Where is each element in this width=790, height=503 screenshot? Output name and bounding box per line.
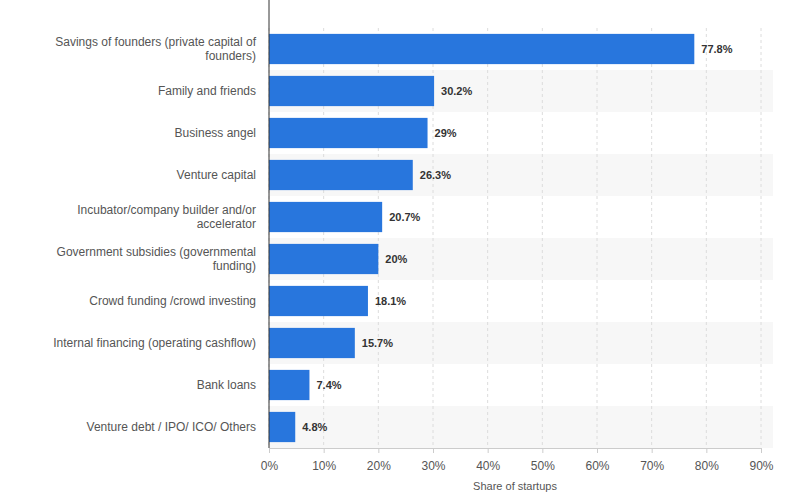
category-label-line: Venture debt / IPO/ ICO/ Others xyxy=(87,420,256,434)
x-tick-label: 90% xyxy=(749,459,773,473)
row-stripe xyxy=(269,70,773,112)
category-label: Venture debt / IPO/ ICO/ Others xyxy=(87,420,256,434)
data-label: 7.4% xyxy=(316,379,341,391)
data-label: 15.7% xyxy=(362,337,393,349)
x-tick-mark xyxy=(324,448,325,453)
x-tick: 10% xyxy=(312,448,336,473)
x-tick-label: 10% xyxy=(312,459,336,473)
category-label-line: Family and friends xyxy=(158,84,256,98)
row-stripe xyxy=(269,406,773,448)
x-axis-title: Share of startups xyxy=(473,480,557,492)
category-label-line: Venture capital xyxy=(177,168,256,182)
category-label-line: Bank loans xyxy=(197,378,256,392)
x-tick-mark xyxy=(652,448,653,453)
x-tick-label: 0% xyxy=(261,459,279,473)
category-label-line: Government subsidies (governmental xyxy=(57,245,256,259)
x-tick-label: 80% xyxy=(695,459,719,473)
bar xyxy=(269,118,428,148)
category-label: Business angel xyxy=(175,126,256,140)
bar xyxy=(269,76,434,106)
x-tick-mark xyxy=(488,448,489,453)
grid-line xyxy=(487,28,488,448)
x-tick: 90% xyxy=(749,448,773,473)
category-label: Bank loans xyxy=(197,378,256,392)
category-label-line: Incubator/company builder and/or xyxy=(77,203,256,217)
data-label: 29% xyxy=(435,127,457,139)
x-tick: 30% xyxy=(421,448,445,473)
category-label-line: accelerator xyxy=(197,217,256,231)
row-stripe xyxy=(269,322,773,364)
grid-line xyxy=(761,28,762,448)
bar xyxy=(269,370,309,400)
data-label: 30.2% xyxy=(441,85,472,97)
category-label: Savings of founders (private capital off… xyxy=(55,35,256,63)
bar xyxy=(269,286,368,316)
bar xyxy=(269,160,413,190)
x-tick: 20% xyxy=(367,448,391,473)
x-tick-label: 50% xyxy=(531,459,555,473)
x-tick-label: 70% xyxy=(640,459,664,473)
x-axis-domain xyxy=(270,449,762,454)
x-axis: 0% 10% 20% 30% 40% 50% 60% 70% 80% 90% xyxy=(261,448,774,473)
x-tick: 60% xyxy=(585,448,609,473)
data-label: 77.8% xyxy=(701,43,732,55)
chart: 0% 10% 20% 30% 40% 50% 60% 70% 80% 90% Share of st… xyxy=(0,0,790,503)
category-labels: Savings of founders (private capital off… xyxy=(53,35,256,434)
x-tick-mark xyxy=(269,448,270,453)
row-stripe xyxy=(269,238,773,280)
bar xyxy=(269,412,295,442)
category-label-line: funding) xyxy=(213,259,256,273)
category-label-line: Crowd funding /crowd investing xyxy=(89,294,256,308)
data-labels: 77.8% 30.2% 29% 26.3% 20.7% 20% 18.1% 15.7% 7.4%… xyxy=(302,43,732,433)
bar xyxy=(269,328,355,358)
category-label-line: Savings of founders (private capital of xyxy=(55,35,256,49)
category-label-line: founders) xyxy=(205,49,256,63)
category-label: Venture capital xyxy=(177,168,256,182)
x-tick-mark xyxy=(706,448,707,453)
grid-line xyxy=(706,28,707,448)
category-label: Crowd funding /crowd investing xyxy=(89,294,256,308)
category-label: Incubator/company builder and/oraccelera… xyxy=(77,203,256,231)
data-label: 20% xyxy=(385,253,407,265)
x-tick-mark xyxy=(761,448,762,453)
category-label-line: Internal financing (operating cashflow) xyxy=(53,336,256,350)
x-tick-label: 60% xyxy=(585,459,609,473)
grid xyxy=(269,28,761,448)
bars xyxy=(269,34,694,442)
bar xyxy=(269,34,694,64)
category-label: Internal financing (operating cashflow) xyxy=(53,336,256,350)
category-label: Family and friends xyxy=(158,84,256,98)
x-tick-mark xyxy=(542,448,543,453)
bar xyxy=(269,244,378,274)
x-tick-mark xyxy=(378,448,379,453)
x-tick: 0% xyxy=(261,448,279,473)
row-stripes xyxy=(269,70,773,448)
x-tick: 50% xyxy=(531,448,555,473)
x-tick-label: 40% xyxy=(476,459,500,473)
x-tick: 80% xyxy=(695,448,719,473)
category-label-line: Business angel xyxy=(175,126,256,140)
data-label: 26.3% xyxy=(420,169,451,181)
grid-line xyxy=(597,28,598,448)
data-label: 4.8% xyxy=(302,421,327,433)
x-tick: 70% xyxy=(640,448,664,473)
x-tick-mark xyxy=(433,448,434,453)
y-axis-line xyxy=(269,0,270,448)
x-tick-mark xyxy=(597,448,598,453)
x-tick: 40% xyxy=(476,448,500,473)
category-label: Government subsidies (governmentalfundin… xyxy=(57,245,256,273)
grid-line xyxy=(651,28,652,448)
grid-line xyxy=(542,28,543,448)
data-label: 18.1% xyxy=(375,295,406,307)
x-tick-label: 30% xyxy=(421,459,445,473)
row-stripe xyxy=(269,154,773,196)
data-label: 20.7% xyxy=(389,211,420,223)
bar xyxy=(269,202,382,232)
x-tick-label: 20% xyxy=(367,459,391,473)
